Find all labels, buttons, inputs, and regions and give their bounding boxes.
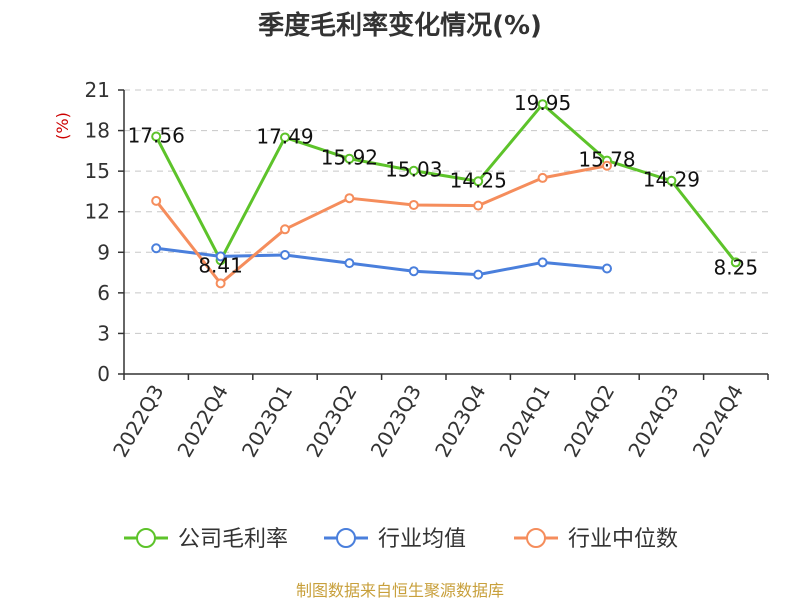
x-tick-label: 2023Q1	[237, 381, 297, 462]
data-point	[537, 257, 548, 268]
data-label: 17.56	[128, 124, 185, 148]
series-lines	[151, 99, 741, 289]
x-tick-label: 2022Q3	[108, 381, 168, 462]
y-tick-label: 0	[97, 362, 110, 386]
data-point	[666, 175, 677, 186]
legend-marker	[336, 528, 356, 548]
x-tick-label: 2023Q4	[430, 381, 490, 462]
data-point	[537, 172, 548, 183]
data-label: 15.78	[578, 148, 635, 172]
data-point	[473, 200, 484, 211]
x-tick-label: 2023Q3	[366, 381, 426, 462]
data-point	[473, 269, 484, 280]
x-tick-label: 2022Q4	[172, 381, 232, 462]
data-label: 8.41	[198, 253, 243, 277]
y-tick-label: 21	[85, 78, 110, 102]
y-tick-label: 9	[97, 240, 110, 264]
source-note: 制图数据来自恒生聚源数据库	[296, 581, 504, 600]
chart-title: 季度毛利率变化情况(%)	[258, 10, 542, 41]
data-point	[408, 199, 419, 210]
data-point	[408, 165, 419, 176]
y-tick-label: 15	[85, 159, 110, 183]
data-point	[344, 153, 355, 164]
data-point	[473, 176, 484, 187]
x-tick-label: 2023Q2	[301, 381, 361, 462]
data-point	[151, 195, 162, 206]
data-point	[408, 266, 419, 277]
data-point	[730, 257, 741, 268]
legend-label: 公司毛利率	[178, 527, 288, 552]
x-tick-label: 2024Q4	[688, 381, 748, 462]
data-label: 15.03	[385, 158, 442, 182]
series-line	[155, 164, 608, 285]
data-point	[215, 278, 226, 289]
x-tick-label: 2024Q2	[559, 381, 619, 462]
x-tick-label: 2024Q3	[623, 381, 683, 462]
y-tick-label: 3	[97, 321, 110, 345]
legend[interactable]: 公司毛利率 行业均值 行业中位数	[124, 527, 678, 552]
data-point	[537, 99, 548, 110]
data-point	[280, 249, 290, 260]
data-point	[215, 251, 226, 262]
series-line	[156, 246, 608, 277]
legend-marker	[136, 528, 156, 548]
y-tick-label: 12	[85, 200, 110, 224]
data-label: 17.49	[256, 124, 313, 148]
legend-label: 行业中位数	[568, 527, 678, 552]
y-axis-unit: (%)	[53, 112, 72, 140]
series-line	[154, 102, 737, 264]
data-labels: 17.56 8.41 17.49 15.92 15.03 14.25 19.95 15.78 1…	[128, 91, 758, 279]
data-point	[344, 258, 355, 269]
gridlines	[124, 89, 768, 334]
y-tick-label: 18	[85, 119, 110, 143]
data-point	[280, 224, 290, 235]
x-tick-label: 2024Q1	[494, 381, 554, 462]
data-point	[344, 193, 355, 204]
data-label: 15.92	[321, 146, 378, 170]
data-point	[602, 263, 612, 274]
legend-label: 行业均值	[378, 527, 466, 552]
data-label: 8.25	[714, 255, 759, 279]
data-point	[280, 132, 290, 143]
data-label: 19.95	[514, 91, 571, 115]
data-point	[151, 131, 162, 142]
data-label: 14.29	[643, 168, 700, 192]
data-point	[602, 160, 612, 171]
y-tick-label: 6	[97, 281, 110, 305]
legend-marker	[526, 528, 546, 548]
data-point	[151, 243, 162, 254]
data-label: 14.25	[450, 168, 507, 192]
